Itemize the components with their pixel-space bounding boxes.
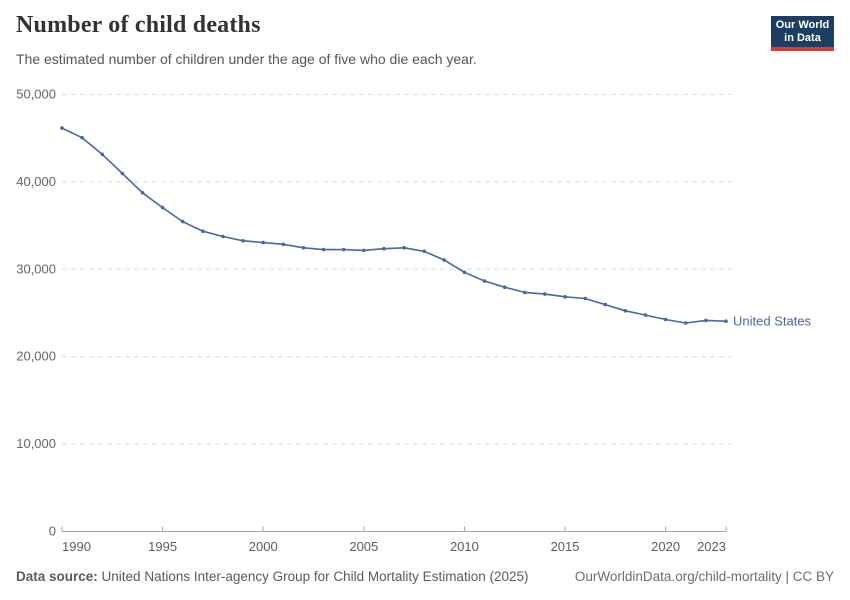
- x-tick-label: 1990: [62, 539, 91, 554]
- data-point-marker: [382, 246, 386, 251]
- data-point-marker: [502, 285, 507, 290]
- data-point-marker: [180, 219, 185, 224]
- owid-logo-line1: Our World: [775, 19, 830, 31]
- y-tick-label: 30,000: [16, 261, 56, 276]
- data-source-note: Data source: United Nations Inter-agency…: [16, 569, 528, 584]
- series-line-united-states: [61, 127, 727, 324]
- x-tick-label: 2020: [651, 539, 680, 554]
- data-point-marker: [663, 317, 668, 322]
- attribution-note: OurWorldinData.org/child-mortality | CC …: [574, 569, 834, 584]
- data-point-marker: [704, 318, 708, 323]
- data-point-marker: [543, 292, 547, 296]
- y-tick-label: 50,000: [16, 87, 56, 102]
- data-point-marker: [422, 249, 427, 254]
- data-point-marker: [301, 246, 306, 250]
- data-point-marker: [563, 295, 567, 299]
- x-tick-label: 2005: [349, 539, 378, 554]
- data-point-marker: [120, 171, 125, 176]
- page-title: Number of child deaths: [16, 12, 261, 38]
- data-point-marker: [623, 309, 628, 313]
- y-tick-label: 0: [49, 524, 56, 539]
- data-point-marker: [281, 242, 286, 247]
- data-point-marker: [80, 135, 84, 140]
- data-point-marker: [60, 126, 64, 130]
- data-point-marker: [241, 239, 245, 243]
- data-point-marker: [684, 321, 688, 325]
- data-source-label: Data source:: [16, 569, 98, 584]
- data-point-marker: [603, 302, 608, 307]
- data-point-marker: [523, 290, 527, 295]
- data-point-marker: [643, 313, 648, 317]
- data-point-marker: [261, 240, 266, 245]
- data-point-marker: [140, 191, 145, 195]
- series-label-united-states: United States: [733, 313, 812, 328]
- y-tick-label: 40,000: [16, 174, 56, 189]
- data-point-marker: [100, 152, 104, 157]
- x-tick-label: 2015: [551, 539, 580, 554]
- data-point-marker: [442, 258, 447, 262]
- owid-logo-line2: in Data: [784, 32, 821, 44]
- chart-subtitle: The estimated number of children under t…: [16, 51, 477, 67]
- data-point-marker: [724, 319, 728, 324]
- x-tick-label: 2023: [697, 539, 726, 554]
- x-tick-label: 2010: [450, 539, 479, 554]
- data-point-marker: [160, 205, 165, 210]
- x-tick-label: 2000: [249, 539, 278, 554]
- data-point-marker: [201, 229, 205, 233]
- data-point-marker: [402, 246, 406, 250]
- data-point-marker: [462, 270, 467, 275]
- data-point-marker: [341, 247, 346, 252]
- data-point-marker: [362, 248, 366, 253]
- data-point-marker: [583, 296, 587, 301]
- data-point-marker: [482, 279, 487, 283]
- data-point-marker: [221, 234, 225, 239]
- y-tick-label: 10,000: [16, 436, 56, 451]
- data-point-marker: [321, 247, 326, 252]
- data-source-text: United Nations Inter-agency Group for Ch…: [101, 569, 529, 584]
- owid-logo: Our World in Data: [771, 16, 834, 51]
- x-tick-label: 1995: [148, 539, 177, 554]
- y-tick-label: 20,000: [16, 349, 56, 364]
